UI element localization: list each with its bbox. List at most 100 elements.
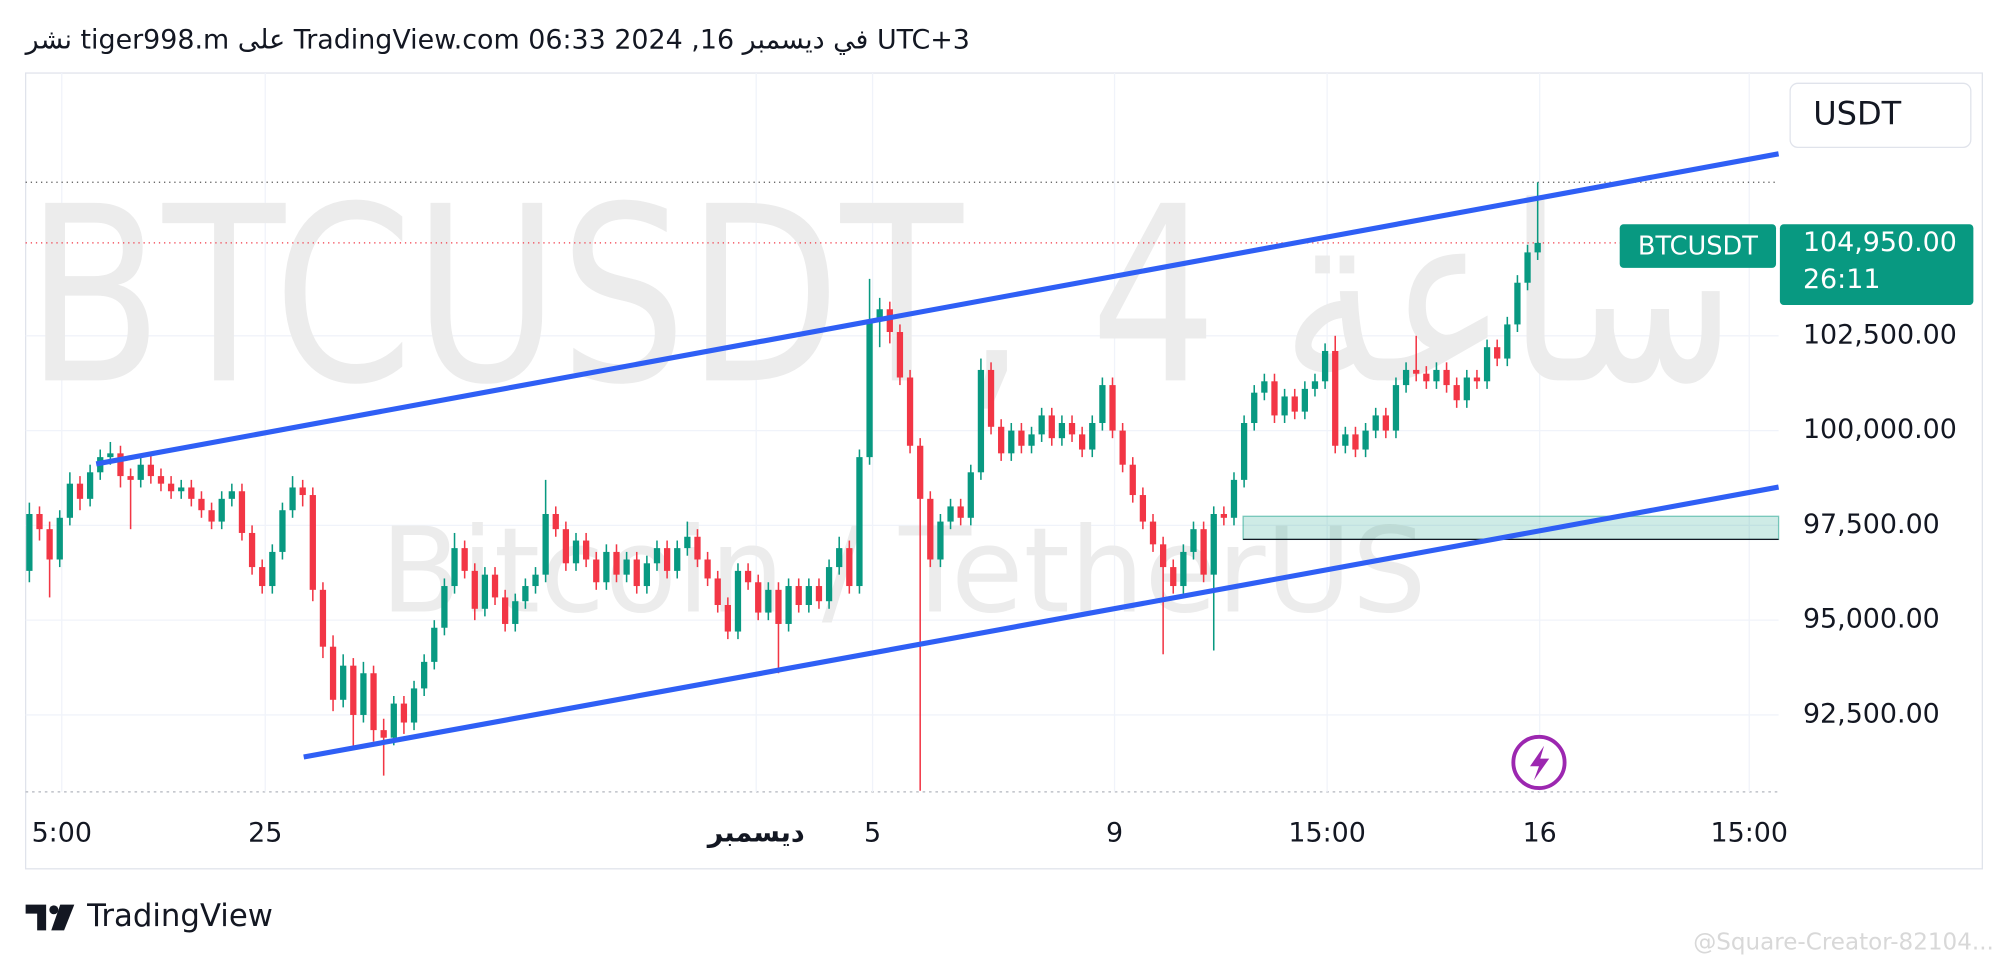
candle-body [167, 483, 175, 492]
candle-body [329, 646, 337, 700]
candle-body [1018, 430, 1025, 446]
candle-body [1170, 567, 1177, 587]
candle-body [502, 597, 509, 624]
candle-body [633, 559, 640, 587]
currency-box [1789, 82, 1972, 149]
candle-body [259, 567, 266, 587]
candle-body [755, 582, 762, 613]
candle-body [825, 567, 833, 602]
candle-body [1372, 415, 1379, 431]
candle-body [451, 548, 458, 587]
symbol-badge [1619, 224, 1777, 268]
candle-body [400, 703, 408, 723]
candle-body [917, 445, 924, 499]
candle-body [906, 377, 914, 446]
candle-body [86, 472, 94, 499]
candle-body [876, 309, 883, 321]
x-tick-label: 5:00 [32, 818, 92, 849]
candle-body [1220, 514, 1228, 518]
candle-body [1190, 529, 1197, 552]
candle-body [1494, 347, 1501, 359]
candle-body [1514, 282, 1521, 325]
candle-body [66, 483, 74, 518]
candle-body [421, 661, 428, 689]
candle-body [461, 548, 468, 571]
candle-body [178, 487, 185, 492]
candle-body [1129, 464, 1136, 496]
candle-body [1423, 373, 1430, 382]
candle-body [1433, 369, 1440, 382]
candle-body [26, 514, 33, 571]
candle-body [1271, 381, 1278, 416]
candle-body [967, 472, 974, 518]
candle-body [157, 476, 165, 484]
candle-body [76, 483, 84, 499]
candle-body [431, 627, 438, 662]
candle-body [299, 487, 306, 496]
candle-body [36, 514, 43, 530]
candle-body [471, 570, 478, 609]
candle-body [1109, 385, 1116, 431]
candle-body [785, 586, 792, 624]
x-tick-label: 15:00 [1710, 818, 1788, 849]
candle-body [481, 574, 489, 609]
candle-body [491, 574, 499, 598]
logo-part [51, 904, 75, 931]
candle-body [643, 563, 651, 587]
candle-body [1483, 347, 1491, 382]
candle-body [957, 506, 964, 518]
candle-body [572, 540, 580, 564]
x-tick-label: 16 [1523, 818, 1557, 849]
candle-body [694, 536, 701, 560]
candle-body [582, 540, 590, 560]
candle-body [390, 703, 397, 738]
candle-body [1058, 423, 1066, 439]
candle-body [1068, 423, 1076, 435]
candle-body [532, 574, 539, 587]
price-badge [1779, 224, 1974, 305]
candle-body [1402, 369, 1410, 386]
candle-body [228, 491, 235, 499]
candle-body [663, 548, 671, 571]
y-tick-label: 95,000.00 [1803, 604, 1940, 635]
y-tick-label: 102,500.00 [1803, 319, 1957, 350]
candle-body [1261, 381, 1268, 393]
candle-body [856, 457, 863, 587]
plot [25, 151, 1780, 791]
candle-body [370, 673, 377, 731]
candle-body [56, 517, 63, 560]
x-tick-label: 15:00 [1288, 818, 1366, 849]
candle-body [1230, 479, 1238, 518]
candle-body [1240, 423, 1248, 480]
credit: @Square-Creator-82104... [1693, 930, 1994, 956]
x-tick-label: 9 [1106, 818, 1123, 849]
candle-body [977, 369, 985, 473]
candle-body [1473, 377, 1481, 382]
candle-body [653, 548, 661, 564]
logo-part [25, 904, 47, 931]
trendline [95, 151, 1780, 467]
candle-body [1443, 369, 1450, 386]
candle-body [1362, 430, 1369, 450]
candle-body [269, 551, 276, 587]
lightning-icon[interactable] [1511, 734, 1567, 790]
candle-body [1413, 369, 1420, 374]
candle-body [117, 453, 124, 477]
candle-body [1200, 529, 1207, 575]
candle-body [603, 551, 610, 583]
brand-logo [25, 904, 75, 931]
candle-body [1281, 396, 1288, 416]
candle-body [623, 559, 630, 575]
lightning-bolt[interactable] [1530, 745, 1550, 781]
candle-body [1038, 415, 1045, 435]
candle-body [218, 498, 225, 522]
candle-body [674, 548, 681, 571]
trendline [303, 484, 1780, 760]
candle-body [1180, 551, 1187, 587]
candle-body [1453, 385, 1460, 401]
candle-body [127, 476, 134, 480]
countdown: 26:11 [1803, 264, 1881, 295]
logo-part [49, 905, 59, 915]
candle-body [1382, 415, 1389, 431]
candle-body [46, 529, 53, 560]
